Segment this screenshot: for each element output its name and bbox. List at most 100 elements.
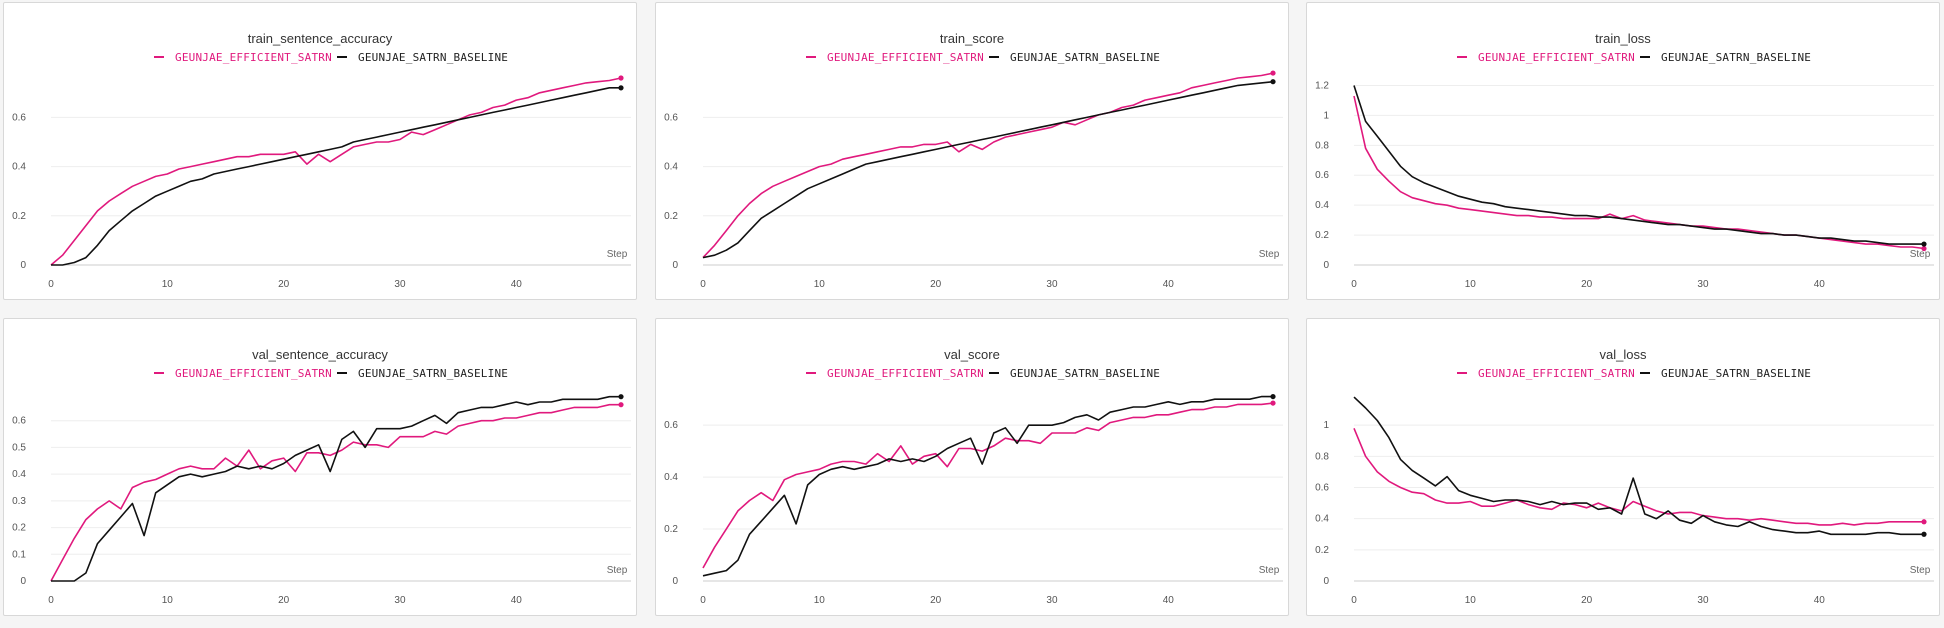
series-end-point [1921,519,1927,525]
legend-label: GEUNJAE_EFFICIENT_SATRN [175,51,332,64]
x-tick-label: 30 [394,279,406,290]
legend-label: GEUNJAE_EFFICIENT_SATRN [827,51,984,64]
y-tick-label: 0.4 [12,162,26,173]
x-tick-label: 40 [1163,595,1175,606]
legend-item-satrn-baseline[interactable]: GEUNJAE_SATRN_BASELINE [1640,367,1811,380]
legend-label: GEUNJAE_SATRN_BASELINE [1661,51,1811,64]
legend-item-satrn-baseline[interactable]: GEUNJAE_SATRN_BASELINE [337,51,508,64]
series-line-efficient-satrn[interactable] [1353,95,1925,250]
x-tick-label: 30 [1046,595,1058,606]
chart-panel-train-sentence-accuracy[interactable]: train_sentence_accuracy GEUNJAE_EFFICIENT… [3,2,637,300]
x-tick-label: 0 [700,279,706,290]
chart-title: val_sentence_accuracy [252,347,388,362]
series-line-efficient-satrn[interactable] [702,72,1274,259]
chart-svg: train_score GEUNJAE_EFFICIENT_SATRN GEUNJA… [664,31,1283,290]
x-tick-label: 20 [1581,595,1593,606]
y-tick-label: 0.6 [12,112,26,123]
x-tick-label: 0 [48,595,54,606]
series-line-efficient-satrn[interactable] [50,403,621,582]
y-tick-label: 0.2 [664,211,678,222]
series-line-satrn-baseline[interactable] [702,395,1273,577]
y-tick-label: 0.6 [664,112,678,123]
legend-item-efficient-satrn[interactable]: GEUNJAE_EFFICIENT_SATRN [154,51,332,64]
y-tick-label: 0.6 [1315,170,1329,181]
y-tick-label: 0 [20,260,26,271]
chart-svg: val_sentence_accuracy GEUNJAE_EFFICIENT_S… [12,347,631,606]
legend-label: GEUNJAE_SATRN_BASELINE [1010,51,1160,64]
y-tick-label: 0.2 [12,523,26,534]
y-tick-label: 0.2 [12,211,26,222]
x-tick-label: 10 [814,279,826,290]
legend-item-efficient-satrn[interactable]: GEUNJAE_EFFICIENT_SATRN [1457,367,1635,380]
series-line-efficient-satrn[interactable] [1353,427,1924,526]
legend-item-efficient-satrn[interactable]: GEUNJAE_EFFICIENT_SATRN [806,51,984,64]
y-tick-label: 0.1 [12,549,26,560]
y-tick-label: 0.2 [1315,545,1329,556]
y-tick-label: 1.2 [1315,80,1329,91]
legend-label: GEUNJAE_SATRN_BASELINE [358,367,508,380]
y-tick-label: 0 [672,576,678,587]
legend-item-satrn-baseline[interactable]: GEUNJAE_SATRN_BASELINE [337,367,508,380]
chart-svg: train_sentence_accuracy GEUNJAE_EFFICIENT… [12,31,631,290]
y-tick-label: 0.4 [12,469,26,480]
x-tick-label: 30 [1697,279,1709,290]
chart-panel-train-score[interactable]: train_score GEUNJAE_EFFICIENT_SATRN GEUNJA… [655,2,1289,300]
chart-panel-val-loss[interactable]: val_loss GEUNJAE_EFFICIENT_SATRN GEUNJAE_S… [1306,318,1940,616]
series-end-point [618,85,624,91]
x-tick-label: 10 [814,595,826,606]
x-tick-label: 40 [511,595,523,606]
y-tick-label: 0.4 [664,472,678,483]
legend-label: GEUNJAE_SATRN_BASELINE [358,51,508,64]
legend-item-satrn-baseline[interactable]: GEUNJAE_SATRN_BASELINE [989,51,1160,64]
series-line-satrn-baseline[interactable] [51,395,621,582]
y-tick-label: 0.6 [664,420,678,431]
legend-item-satrn-baseline[interactable]: GEUNJAE_SATRN_BASELINE [989,367,1160,380]
x-tick-label: 10 [1465,595,1477,606]
y-tick-label: 0 [1323,576,1329,587]
y-tick-label: 1 [1323,110,1329,121]
chart-title: train_loss [1595,31,1651,46]
chart-panel-val-sentence-accuracy[interactable]: val_sentence_accuracy GEUNJAE_EFFICIENT_S… [3,318,637,616]
y-tick-label: 0.8 [1315,451,1329,462]
legend-item-efficient-satrn[interactable]: GEUNJAE_EFFICIENT_SATRN [1457,51,1635,64]
y-tick-label: 0 [20,576,26,587]
x-tick-label: 20 [930,279,942,290]
legend-item-efficient-satrn[interactable]: GEUNJAE_EFFICIENT_SATRN [806,367,984,380]
chart-panel-val-score[interactable]: val_score GEUNJAE_EFFICIENT_SATRN GEUNJAE_… [655,318,1289,616]
series-line-satrn-baseline[interactable] [1353,85,1924,245]
y-tick-label: 0 [672,260,678,271]
y-tick-label: 0.2 [664,524,678,535]
series-end-point [618,402,624,408]
x-tick-label: 20 [1581,279,1593,290]
y-tick-label: 0.2 [1315,230,1329,241]
series-line-efficient-satrn[interactable] [50,77,622,266]
legend-label: GEUNJAE_SATRN_BASELINE [1010,367,1160,380]
y-tick-label: 0.8 [1315,140,1329,151]
legend-label: GEUNJAE_EFFICIENT_SATRN [1478,367,1635,380]
x-tick-label: 40 [1814,279,1826,290]
series-end-point [1270,79,1276,85]
x-tick-label: 20 [930,595,942,606]
chart-svg: val_score GEUNJAE_EFFICIENT_SATRN GEUNJAE_… [664,347,1283,606]
series-line-efficient-satrn[interactable] [702,402,1274,569]
x-axis-label: Step [1259,249,1280,260]
y-tick-label: 0.6 [1315,483,1329,494]
legend-item-satrn-baseline[interactable]: GEUNJAE_SATRN_BASELINE [1640,51,1811,64]
x-tick-label: 10 [162,595,174,606]
chart-title: train_sentence_accuracy [248,31,393,46]
series-end-point [1921,531,1927,537]
y-tick-label: 0.4 [1315,200,1329,211]
legend-item-efficient-satrn[interactable]: GEUNJAE_EFFICIENT_SATRN [154,367,332,380]
series-line-satrn-baseline[interactable] [702,80,1274,259]
series-end-point [1921,241,1927,247]
x-axis-label: Step [1910,249,1931,260]
x-tick-label: 20 [278,279,290,290]
chart-panel-train-loss[interactable]: train_loss GEUNJAE_EFFICIENT_SATRN GEUNJAE… [1306,2,1940,300]
x-tick-label: 0 [1351,595,1357,606]
x-tick-label: 10 [162,279,174,290]
series-end-point [618,394,624,400]
series-line-satrn-baseline[interactable] [51,87,621,266]
x-tick-label: 20 [278,595,290,606]
series-line-satrn-baseline[interactable] [1353,396,1924,536]
